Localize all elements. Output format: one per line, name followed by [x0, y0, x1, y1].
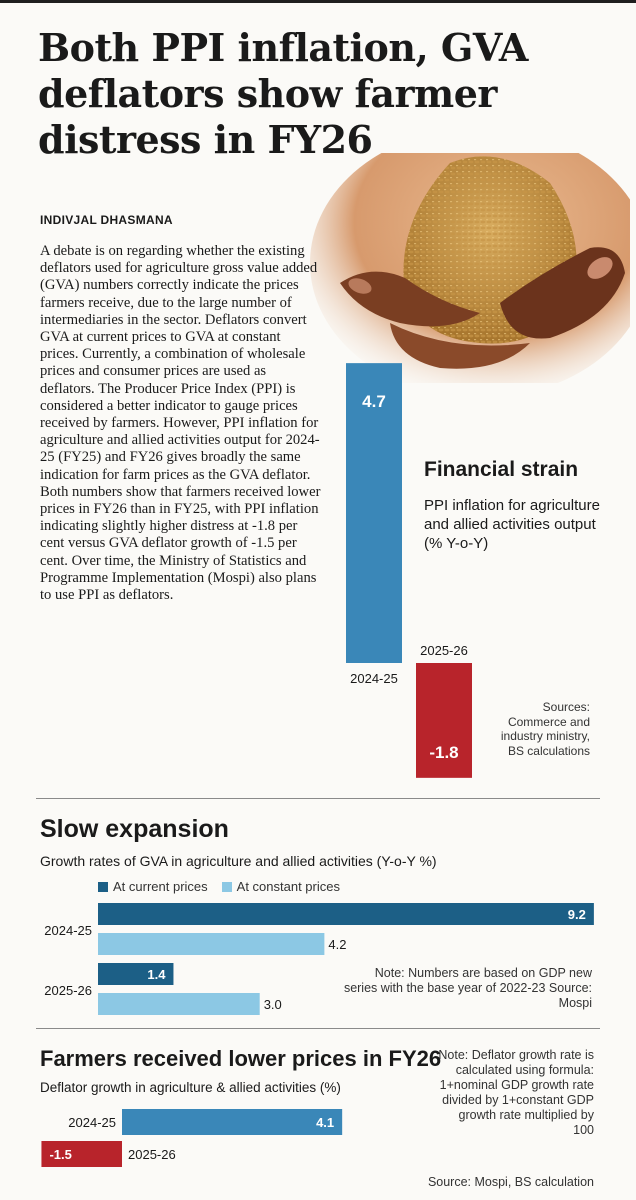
legend-swatch-constant	[221, 881, 232, 892]
financial-strain-subtitle: PPI inflation for agriculture and allied…	[424, 497, 600, 552]
gva-bar-current-2024-25	[98, 903, 594, 925]
grain-hands-image	[300, 153, 630, 383]
ppi-inflation-chart: 4.7 2024-25 -1.8 2025-26	[346, 363, 472, 778]
deflator-bar-2024-25	[122, 1109, 343, 1135]
gva-bar-label-constant-2025-26: 3.0	[264, 997, 282, 1012]
deflator-category-2024-25: 2024-25	[68, 1115, 116, 1130]
gva-category-2024-25: 2024-25	[44, 923, 92, 938]
farmers-prices-title: Farmers received lower prices in FY26	[40, 1046, 442, 1071]
farmers-prices-subtitle: Deflator growth in agriculture & allied …	[40, 1080, 341, 1095]
gva-bar-label-constant-2024-25: 4.2	[328, 937, 346, 952]
deflator-bar-2025-26	[41, 1141, 123, 1167]
legend-swatch-current	[98, 881, 108, 892]
ppi-category-2024-25: 2024-25	[350, 671, 398, 686]
legend-label-current: At current prices	[113, 879, 208, 894]
gva-bar-current-2025-26	[98, 963, 174, 985]
slow-expansion-legend: At current prices At constant prices	[98, 879, 340, 894]
ppi-bar-label-2025-26: -1.8	[429, 743, 458, 762]
slow-expansion-title: Slow expansion	[40, 815, 229, 843]
headline: Both PPI inflation, GVA deflators show f…	[38, 25, 528, 162]
legend-item-current: At current prices	[98, 879, 208, 894]
gva-growth-chart: 2024-25 9.2 4.2 2025-26 1.4 3.0	[44, 903, 594, 1015]
ppi-bar-2025-26	[416, 663, 472, 778]
legend-item-constant: At constant prices	[221, 879, 340, 894]
farmers-prices-source: Source: Mospi, BS calculation	[427, 1175, 594, 1189]
ppi-category-2025-26: 2025-26	[420, 643, 468, 658]
section-divider-2	[36, 1028, 600, 1029]
gva-bar-constant-2024-25	[98, 933, 325, 955]
slow-expansion-note: Note: Numbers are based on GDP new serie…	[343, 966, 592, 1010]
slow-expansion-subtitle: Growth rates of GVA in agriculture and a…	[40, 853, 437, 869]
article-body: A debate is on regarding whether the exi…	[40, 243, 321, 604]
financial-strain-sources: Sources: Commerce and industry ministry,…	[500, 700, 590, 758]
deflator-bar-label-2025-26: -1.5	[49, 1147, 71, 1162]
farmers-prices-note: Note: Deflator growth rate is calculated…	[438, 1048, 594, 1137]
gva-bar-label-current-2024-25: 9.2	[568, 907, 586, 922]
ppi-bar-label-2024-25: 4.7	[362, 392, 386, 411]
section-divider	[36, 798, 600, 799]
gva-bar-constant-2025-26	[98, 993, 260, 1015]
gva-category-2025-26: 2025-26	[44, 983, 92, 998]
byline: INDIVJAL DHASMANA	[40, 213, 173, 227]
deflator-bar-label-2024-25: 4.1	[316, 1115, 334, 1130]
deflator-category-2025-26: 2025-26	[128, 1147, 176, 1162]
deflator-growth-chart: 4.1 2024-25 -1.5 2025-26	[41, 1109, 343, 1167]
ppi-bar-2024-25	[346, 363, 402, 663]
financial-strain-title: Financial strain	[424, 458, 579, 481]
gva-bar-label-current-2025-26: 1.4	[147, 967, 166, 982]
legend-label-constant: At constant prices	[236, 879, 340, 894]
